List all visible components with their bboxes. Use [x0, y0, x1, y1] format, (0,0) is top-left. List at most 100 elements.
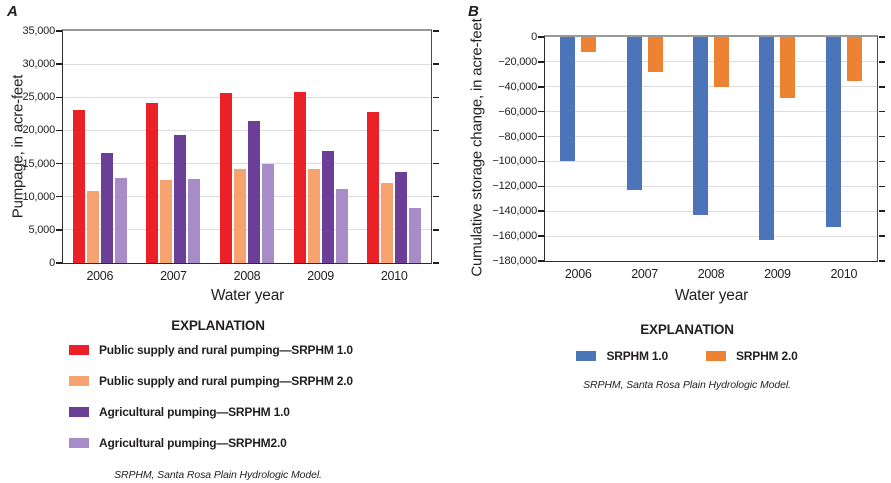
- bar-A-agricultural-pumping-srphm2.0-2008: [262, 163, 274, 263]
- y-tick-label: −180,000: [492, 255, 537, 267]
- y-tick-mark: [537, 61, 544, 63]
- panel-b-legend-note: SRPHM, Santa Rosa Plain Hydrologic Model…: [583, 379, 791, 391]
- legend-swatch-icon: [69, 345, 89, 355]
- legend-swatch-icon: [576, 351, 597, 361]
- y-tick-mark: [432, 96, 439, 99]
- gridline: [63, 63, 431, 65]
- y-tick-mark: [55, 262, 62, 264]
- y-tick-mark: [878, 235, 885, 237]
- bar-A-public-supply-and-rural-pumping-srphm-1.0-2009: [293, 91, 306, 263]
- bar-B-srphm-1.0-2006: [560, 37, 576, 162]
- y-tick-label: −160,000: [492, 230, 537, 243]
- bar-B-srphm-1.0-2010: [825, 37, 841, 228]
- panel-a-legend: EXPLANATION Public supply and rural pump…: [62, 318, 374, 481]
- y-tick-mark: [537, 210, 544, 212]
- bar-B-srphm-1.0-2009: [759, 37, 775, 240]
- y-tick-mark: [537, 135, 544, 138]
- x-tick-label: 2006: [86, 269, 114, 283]
- bar-A-public-supply-and-rural-pumping-srphm-2.0-2008: [234, 168, 246, 263]
- panel-a-plot-area: 0 5,000 10,000 15,000 20,000 25,000 30,000 35,0…: [23, 25, 439, 283]
- y-tick-mark: [55, 229, 62, 231]
- legend-label: SRPHM 1.0: [606, 349, 668, 363]
- y-tick-mark: [55, 96, 62, 99]
- y-tick-mark: [878, 110, 885, 113]
- gridline: [545, 61, 877, 63]
- y-tick-mark: [432, 162, 439, 165]
- y-tick-label: 0: [49, 257, 55, 269]
- gridline: [63, 163, 431, 165]
- gridline: [545, 136, 877, 138]
- bar-A-agricultural-pumping-srphm2.0-2009: [335, 188, 348, 263]
- bar-A-agricultural-pumping-srphm2.0-2006: [114, 178, 127, 263]
- bar-A-public-supply-and-rural-pumping-srphm-1.0-2007: [146, 102, 159, 263]
- gridline: [545, 111, 877, 113]
- y-tick-label: −20,000: [498, 55, 537, 68]
- y-tick-label: 10,000: [22, 190, 56, 203]
- gridline: [545, 235, 877, 237]
- bar-A-agricultural-pumping-srphm2.0-2007: [188, 179, 201, 263]
- x-tick-label: 2006: [564, 267, 592, 281]
- legend-label: SRPHM 2.0: [736, 349, 798, 363]
- gridline: [545, 210, 877, 212]
- bar-A-agricultural-pumping-srphm-1.0-2006: [100, 152, 113, 263]
- bar-B-srphm-2.0-2007: [647, 37, 663, 72]
- bar-A-public-supply-and-rural-pumping-srphm-2.0-2007: [160, 180, 173, 263]
- x-tick-label: 2009: [307, 269, 334, 283]
- gridline: [63, 129, 431, 131]
- y-tick-label: 30,000: [22, 58, 56, 71]
- panel-b-legend: EXPLANATION SRPHM 1.0 SRPHM 2.0 SRPHM, Sa…: [522, 322, 852, 391]
- legend-label: Public supply and rural pumping—SRPHM 2.…: [99, 374, 353, 388]
- y-tick-mark: [432, 129, 439, 132]
- y-tick-label: −60,000: [498, 105, 537, 118]
- y-tick-mark: [537, 36, 544, 38]
- legend-swatch-icon: [706, 351, 726, 361]
- bar-A-agricultural-pumping-srphm-1.0-2008: [248, 121, 260, 263]
- bar-A-public-supply-and-rural-pumping-srphm-1.0-2010: [367, 111, 380, 263]
- legend-label: Agricultural pumping—SRPHM 1.0: [99, 405, 290, 419]
- bar-A-public-supply-and-rural-pumping-srphm-2.0-2010: [381, 183, 394, 263]
- y-tick-mark: [878, 260, 885, 262]
- legend-item-public-supply-and-rural-pumping-srphm-1.0: Public supply and rural pumping—SRPHM 1.…: [69, 343, 374, 357]
- y-tick-mark: [432, 63, 439, 65]
- bar-A-public-supply-and-rural-pumping-srphm-1.0-2006: [72, 109, 85, 263]
- y-tick-mark: [878, 61, 885, 63]
- y-tick-label: 15,000: [22, 157, 56, 170]
- x-tick-label: 2010: [380, 269, 408, 283]
- legend-item-agricultural-pumping-srphm-1.0: Agricultural pumping—SRPHM 1.0: [69, 405, 374, 419]
- y-tick-mark: [878, 86, 885, 88]
- y-tick-mark: [55, 30, 62, 32]
- y-tick-label: −120,000: [492, 180, 537, 193]
- y-tick-label: −40,000: [498, 80, 537, 93]
- y-tick-mark: [432, 195, 439, 198]
- legend-swatch-icon: [69, 376, 89, 386]
- y-tick-mark: [537, 235, 544, 237]
- legend-item-srphm-1.0: SRPHM 1.0: [576, 349, 668, 363]
- y-tick-mark: [878, 135, 885, 138]
- bar-A-agricultural-pumping-srphm-1.0-2007: [174, 135, 187, 263]
- y-tick-mark: [432, 229, 439, 231]
- y-tick-label: −140,000: [492, 205, 537, 218]
- y-tick-mark: [537, 260, 544, 262]
- bar-B-srphm-2.0-2010: [846, 37, 862, 81]
- y-tick-mark: [878, 210, 885, 212]
- y-tick-mark: [55, 129, 62, 132]
- legend-item-srphm-2.0: SRPHM 2.0: [706, 349, 798, 363]
- x-tick-label: 2008: [697, 267, 725, 281]
- y-tick-label: 5,000: [28, 223, 55, 236]
- legend-label: Agricultural pumping—SRPHM2.0: [99, 436, 287, 450]
- gridline: [545, 86, 877, 88]
- x-tick-label: 2007: [631, 267, 658, 281]
- bar-A-agricultural-pumping-srphm-1.0-2010: [395, 172, 408, 263]
- bar-B-srphm-2.0-2009: [780, 37, 796, 98]
- bar-A-public-supply-and-rural-pumping-srphm-1.0-2008: [220, 92, 232, 263]
- y-tick-mark: [55, 63, 62, 65]
- y-tick-label: 35,000: [22, 25, 56, 37]
- y-tick-label: −80,000: [498, 130, 537, 143]
- y-tick-mark: [878, 185, 885, 188]
- y-tick-mark: [55, 162, 62, 165]
- bar-B-srphm-2.0-2008: [714, 37, 729, 87]
- x-tick-label: 2010: [830, 267, 858, 281]
- y-tick-label: 25,000: [22, 91, 56, 104]
- x-tick-label: 2009: [764, 267, 791, 281]
